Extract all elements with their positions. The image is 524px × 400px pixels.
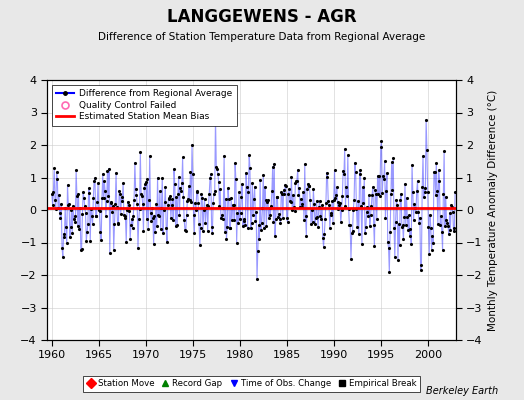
Text: LANGGEWENS - AGR: LANGGEWENS - AGR	[167, 8, 357, 26]
Text: Difference of Station Temperature Data from Regional Average: Difference of Station Temperature Data f…	[99, 32, 425, 42]
Legend: Difference from Regional Average, Quality Control Failed, Estimated Station Mean: Difference from Regional Average, Qualit…	[52, 84, 236, 126]
Legend: Station Move, Record Gap, Time of Obs. Change, Empirical Break: Station Move, Record Gap, Time of Obs. C…	[83, 376, 420, 392]
Y-axis label: Monthly Temperature Anomaly Difference (°C): Monthly Temperature Anomaly Difference (…	[488, 89, 498, 331]
Text: Berkeley Earth: Berkeley Earth	[425, 386, 498, 396]
